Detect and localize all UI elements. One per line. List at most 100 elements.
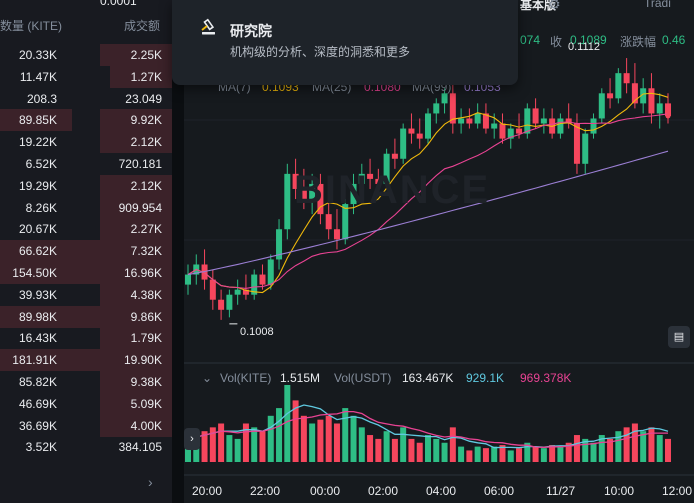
candle-body	[565, 118, 572, 124]
research-description: 机构级的分析、深度的洞悉和更多	[230, 45, 411, 59]
trade-amount: 181.91K	[12, 353, 57, 368]
trade-row: 85.82K 9.38K	[0, 371, 172, 393]
x-axis-label: 12:00	[662, 484, 693, 498]
candle-body	[516, 128, 523, 134]
volume-bar	[309, 423, 316, 462]
candle-body	[325, 214, 332, 230]
research-popup[interactable]: 研究院 机构级的分析、深度的洞悉和更多	[172, 0, 518, 85]
candle-body	[408, 128, 415, 134]
vol-usdt-label: Vol(USDT)	[334, 371, 392, 385]
total-depth-bar	[100, 349, 172, 372]
trade-total: 1.27K	[130, 69, 162, 84]
trade-amount: 208.3	[26, 91, 57, 106]
price-precision-value[interactable]: 0.0001	[100, 0, 137, 8]
trade-row: 89.85K 9.92K	[0, 109, 172, 132]
trade-row: 8.26K 909.954	[0, 196, 172, 219]
candle-body	[474, 113, 481, 124]
trade-total: 4.00K	[130, 418, 162, 433]
volume-bar	[367, 435, 374, 462]
candle-body	[482, 113, 489, 129]
candle-body	[507, 128, 514, 139]
trade-total: 720.181	[118, 157, 162, 171]
volume-bar	[193, 438, 200, 462]
trade-amount: 11.47K	[19, 69, 57, 84]
settings-icon[interactable]: ⚙	[548, 0, 561, 12]
volume-bar	[623, 427, 630, 462]
trade-total: 909.954	[118, 200, 162, 215]
volume-bar	[433, 438, 440, 462]
candle-body	[242, 289, 249, 295]
volume-bar	[656, 435, 663, 462]
candle-body	[557, 118, 564, 134]
volume-bar	[234, 438, 241, 462]
scroll-left-handle[interactable]: ›	[184, 428, 200, 450]
volume-collapse-chevron-icon[interactable]: ⌄	[202, 371, 213, 385]
total-depth-bar	[100, 371, 172, 393]
volume-bar	[226, 435, 233, 462]
volume-bar	[375, 438, 382, 462]
trade-total: 2.27K	[130, 222, 162, 237]
candle-body	[267, 259, 274, 285]
trade-total: 2.25K	[130, 48, 162, 62]
trade-amount: 6.52K	[25, 157, 57, 171]
chart-canvas[interactable]	[184, 0, 694, 503]
note-icon[interactable]: ▤	[668, 326, 690, 348]
total-depth-bar	[100, 218, 172, 241]
x-axis-label: 04:00	[426, 484, 457, 498]
candle-body	[590, 118, 597, 134]
trade-amount: 66.62K	[18, 244, 57, 259]
candle-body	[333, 229, 340, 240]
volume-bar	[251, 427, 258, 462]
trade-amount: 3.52K	[25, 440, 57, 455]
trade-amount: 20.67K	[18, 222, 57, 237]
low-price-mark: 0.1008	[240, 326, 274, 338]
vol-kite-label: Vol(KITE)	[220, 371, 272, 385]
total-depth-bar	[100, 174, 172, 197]
candle-body	[251, 274, 258, 295]
trade-row: 6.52K 720.181	[0, 153, 172, 175]
ma99-line	[187, 150, 669, 276]
trade-row: 20.67K 2.27K	[0, 218, 172, 241]
trade-amount: 20.33K	[18, 48, 57, 62]
total-depth-bar	[100, 196, 172, 219]
binance-watermark: BINANCE	[294, 168, 491, 212]
trade-total: 9.92K	[130, 113, 162, 128]
candle-body	[259, 274, 266, 285]
trade-row: 46.69K 5.09K	[0, 392, 172, 415]
candle-body	[449, 93, 456, 124]
candle-body	[631, 83, 638, 104]
amount-column-header: 数量 (KITE)	[0, 19, 62, 33]
volume-bar	[276, 408, 283, 462]
volume-bar	[524, 442, 531, 462]
volume-bar	[466, 450, 473, 462]
trade-amount: 39.93K	[18, 287, 57, 302]
candle-body	[234, 289, 241, 295]
vol-usdt-value: 163.467K	[402, 371, 454, 385]
volume-bar	[317, 419, 324, 462]
view-toggle-basic[interactable]: 基本版	[520, 0, 557, 12]
candle-body	[540, 118, 547, 124]
volume-bar	[458, 446, 465, 462]
total-depth-bar	[100, 392, 172, 415]
trade-row: 89.98K 9.86K	[0, 305, 172, 328]
trade-total: 2.12K	[130, 135, 162, 150]
stat-open-value: 074	[520, 33, 541, 47]
candle-body	[648, 88, 655, 114]
tab-tradingview[interactable]: Tradi	[644, 0, 671, 10]
candle-body	[400, 128, 407, 159]
trades-panel: 0.0001 数量 (KITE) 成交额 20.33K 2.25K 11.47K 1.…	[0, 0, 172, 503]
volume-bar	[516, 448, 523, 462]
trade-amount: 19.22K	[18, 135, 57, 150]
volume-bar	[267, 415, 274, 462]
volume-bar	[391, 438, 398, 462]
candle-body	[615, 73, 622, 99]
trade-row: 3.52K 384.105	[0, 436, 172, 458]
volume-bar	[640, 431, 647, 462]
chevron-right-icon[interactable]: ›	[148, 474, 153, 490]
volume-bar	[333, 423, 340, 462]
volume-bar	[474, 446, 481, 462]
volume-bar	[631, 423, 638, 462]
total-depth-bar	[100, 44, 172, 66]
volume-bar	[549, 445, 556, 462]
volume-bar	[342, 408, 349, 462]
